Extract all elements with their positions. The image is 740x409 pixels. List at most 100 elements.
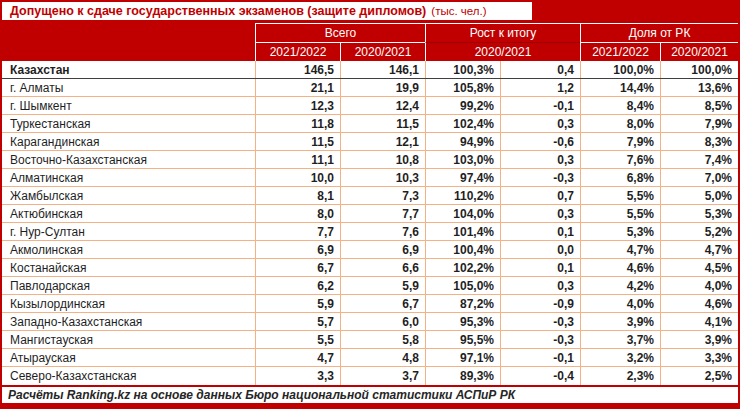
total-2021-2022-cell: 7,7 (255, 223, 340, 240)
growth-percent-cell: 104,0% (425, 205, 500, 222)
growth-diff-cell: 0,3 (500, 115, 580, 132)
total-2020-2021-cell: 5,8 (340, 331, 425, 348)
share-2020-2021-cell: 5,3% (660, 205, 738, 222)
table-row: г. Алматы 21,1 19,9 105,8% 1,2 14,4% 13,… (2, 79, 738, 97)
header-group-total: Всего (255, 23, 425, 42)
growth-diff-cell: -0,3 (500, 169, 580, 186)
page-title-unit: (тыс. чел.) (431, 5, 486, 17)
table-header: Всего Рост к итогу Доля от РК 2021/2022 … (2, 23, 738, 61)
table-row: Павлодарская 6,2 5,9 105,0% 0,3 4,2% 4,0… (2, 277, 738, 295)
share-2021-2022-cell: 6,8% (580, 169, 660, 186)
total-2021-2022-cell: 5,5 (255, 331, 340, 348)
table-row: г. Шымкент 12,3 12,4 99,2% -0,1 8,4% 8,5… (2, 97, 738, 115)
region-name-cell: г. Шымкент (2, 97, 255, 114)
share-2021-2022-cell: 4,0% (580, 295, 660, 312)
table-body: Казахстан 146,5 146,1 100,3% 0,4 100,0% … (2, 61, 738, 385)
growth-percent-cell: 110,2% (425, 187, 500, 204)
table-row: Алматинская 10,0 10,3 97,4% -0,3 6,8% 7,… (2, 169, 738, 187)
table-row: Кызылординская 5,9 6,7 87,2% -0,9 4,0% 4… (2, 295, 738, 313)
growth-diff-cell: 0,4 (500, 61, 580, 78)
total-2020-2021-cell: 11,5 (340, 115, 425, 132)
region-name-cell: Восточно-Казахстанская (2, 151, 255, 168)
table-row: г. Нур-Султан 7,7 7,6 101,4% 0,1 5,3% 5,… (2, 223, 738, 241)
growth-diff-cell: 0,1 (500, 259, 580, 276)
growth-diff-cell: -0,6 (500, 133, 580, 150)
share-2021-2022-cell: 3,9% (580, 313, 660, 330)
report-frame: Допущено к сдаче государственных экзамен… (0, 0, 740, 409)
total-2021-2022-cell: 6,7 (255, 259, 340, 276)
growth-diff-cell: 0,3 (500, 277, 580, 294)
share-2021-2022-cell: 4,7% (580, 241, 660, 258)
growth-diff-cell: 1,2 (500, 79, 580, 96)
share-2020-2021-cell: 2,5% (660, 367, 738, 385)
header-sub-row: 2021/2022 2020/2021 2020/2021 2021/2022 … (2, 42, 738, 61)
region-name-cell: Западно-Казахстанская (2, 313, 255, 330)
source-note: Расчёты Ranking.kz на основе данных Бюро… (2, 387, 738, 403)
region-name-cell: г. Алматы (2, 79, 255, 96)
share-2021-2022-cell: 14,4% (580, 79, 660, 96)
total-2021-2022-cell: 8,1 (255, 187, 340, 204)
growth-percent-cell: 101,4% (425, 223, 500, 240)
header-growth-2020-2021: 2020/2021 (425, 42, 580, 61)
table-row: Атырауская 4,7 4,8 97,1% -0,1 3,2% 3,3% (2, 349, 738, 367)
table-row: Костанайская 6,7 6,6 102,2% 0,1 4,6% 4,5… (2, 259, 738, 277)
total-2021-2022-cell: 3,3 (255, 367, 340, 385)
total-2020-2021-cell: 6,0 (340, 313, 425, 330)
growth-diff-cell: -0,1 (500, 349, 580, 366)
share-2021-2022-cell: 8,0% (580, 115, 660, 132)
growth-percent-cell: 99,2% (425, 97, 500, 114)
region-name-cell: г. Нур-Султан (2, 223, 255, 240)
total-2020-2021-cell: 4,8 (340, 349, 425, 366)
share-2020-2021-cell: 100,0% (660, 61, 738, 78)
total-2021-2022-cell: 11,5 (255, 133, 340, 150)
total-2020-2021-cell: 19,9 (340, 79, 425, 96)
total-2020-2021-cell: 3,7 (340, 367, 425, 385)
total-2020-2021-cell: 6,7 (340, 295, 425, 312)
share-2020-2021-cell: 8,3% (660, 133, 738, 150)
region-name-cell: Атырауская (2, 349, 255, 366)
region-name-cell: Кызылординская (2, 295, 255, 312)
table-row: Мангистауская 5,5 5,8 95,5% -0,3 3,7% 3,… (2, 331, 738, 349)
header-total-2021-2022: 2021/2022 (255, 42, 340, 61)
page-title-text: Допущено к сдаче государственных экзамен… (10, 4, 426, 18)
total-2021-2022-cell: 11,8 (255, 115, 340, 132)
share-2020-2021-cell: 7,9% (660, 115, 738, 132)
share-2020-2021-cell: 4,5% (660, 259, 738, 276)
total-2020-2021-cell: 5,9 (340, 277, 425, 294)
total-2021-2022-cell: 5,7 (255, 313, 340, 330)
total-2021-2022-cell: 8,0 (255, 205, 340, 222)
share-2021-2022-cell: 3,7% (580, 331, 660, 348)
share-2020-2021-cell: 7,0% (660, 169, 738, 186)
header-total-2020-2021: 2020/2021 (340, 42, 425, 61)
region-name-cell: Казахстан (2, 61, 255, 78)
growth-diff-cell: 0,1 (500, 223, 580, 240)
page-title: Допущено к сдаче государственных экзамен… (2, 2, 532, 20)
share-2020-2021-cell: 3,9% (660, 331, 738, 348)
share-2021-2022-cell: 8,4% (580, 97, 660, 114)
region-name-cell: Мангистауская (2, 331, 255, 348)
total-2021-2022-cell: 12,3 (255, 97, 340, 114)
header-group-growth: Рост к итогу (425, 23, 580, 42)
header-region-spacer (2, 42, 255, 61)
total-2021-2022-cell: 4,7 (255, 349, 340, 366)
growth-percent-cell: 97,1% (425, 349, 500, 366)
region-name-cell: Павлодарская (2, 277, 255, 294)
header-group-row: Всего Рост к итогу Доля от РК (2, 23, 738, 42)
growth-percent-cell: 95,3% (425, 313, 500, 330)
table-row: Западно-Казахстанская 5,7 6,0 95,3% -0,3… (2, 313, 738, 331)
growth-percent-cell: 94,9% (425, 133, 500, 150)
total-2020-2021-cell: 12,4 (340, 97, 425, 114)
total-2021-2022-cell: 11,1 (255, 151, 340, 168)
total-2021-2022-cell: 6,2 (255, 277, 340, 294)
growth-percent-cell: 105,8% (425, 79, 500, 96)
total-2020-2021-cell: 7,6 (340, 223, 425, 240)
growth-diff-cell: -0,1 (500, 97, 580, 114)
growth-diff-cell: -0,4 (500, 367, 580, 385)
region-name-cell: Туркестанская (2, 115, 255, 132)
share-2020-2021-cell: 7,4% (660, 151, 738, 168)
total-2020-2021-cell: 146,1 (340, 61, 425, 78)
share-2020-2021-cell: 13,6% (660, 79, 738, 96)
share-2021-2022-cell: 7,9% (580, 133, 660, 150)
share-2021-2022-cell: 5,5% (580, 187, 660, 204)
share-2021-2022-cell: 5,3% (580, 223, 660, 240)
